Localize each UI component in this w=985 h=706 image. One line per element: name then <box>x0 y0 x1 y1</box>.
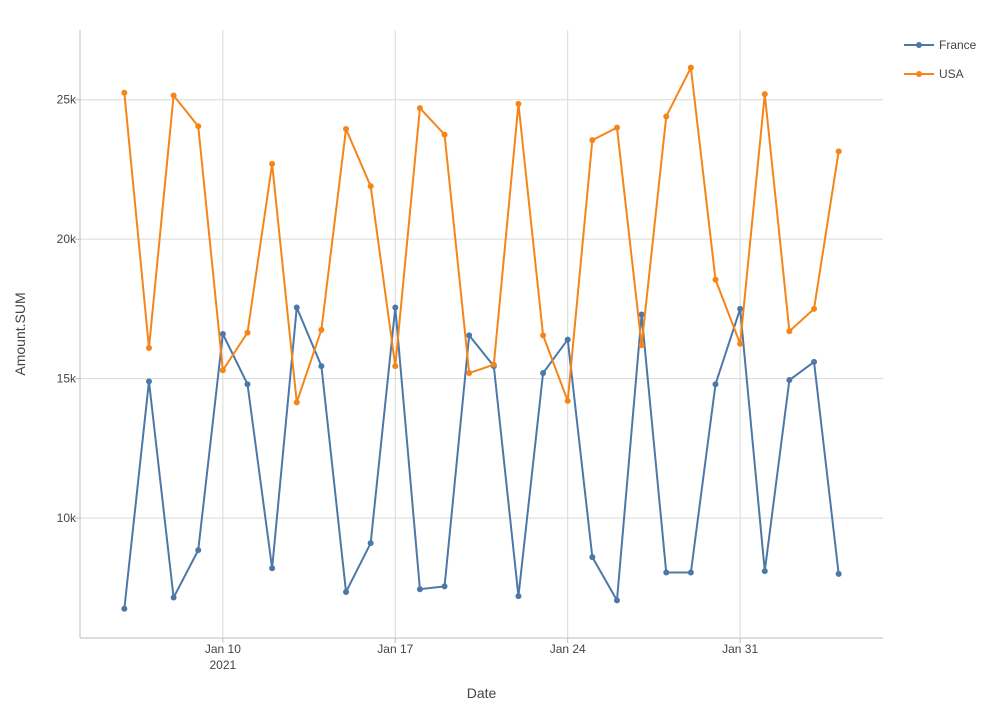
legend[interactable]: France USA <box>904 38 977 81</box>
y-tick-label: 10k <box>57 511 77 525</box>
x-tick-sublabel: 2021 <box>210 658 237 672</box>
tick-labels: 10k 15k 20k 25k Jan 10 2021 Jan 17 Jan 24 Jan 31 <box>57 93 759 672</box>
data-point-usa[interactable] <box>761 91 768 98</box>
data-point-usa[interactable] <box>170 92 177 99</box>
x-tick-label: Jan 17 <box>377 642 413 656</box>
x-axis-title: Date <box>467 685 497 701</box>
data-point-usa[interactable] <box>515 100 522 107</box>
data-point-usa[interactable] <box>663 113 670 120</box>
data-point-france[interactable] <box>244 381 251 388</box>
data-point-france[interactable] <box>835 570 842 577</box>
series-usa <box>121 64 842 406</box>
data-point-usa[interactable] <box>145 344 152 351</box>
data-point-usa[interactable] <box>490 361 497 368</box>
series-line-france <box>123 306 840 609</box>
data-point-usa[interactable] <box>441 131 448 138</box>
data-point-france[interactable] <box>367 540 374 547</box>
series-line-usa <box>123 66 840 404</box>
data-point-usa[interactable] <box>392 363 399 370</box>
data-point-france[interactable] <box>737 305 744 312</box>
data-point-france[interactable] <box>712 381 719 388</box>
x-tick-label: Jan 24 <box>550 642 586 656</box>
data-point-usa[interactable] <box>416 105 423 112</box>
legend-swatch-marker <box>916 71 922 77</box>
data-point-france[interactable] <box>170 594 177 601</box>
data-point-france[interactable] <box>466 332 473 339</box>
data-point-usa[interactable] <box>737 340 744 347</box>
data-point-france[interactable] <box>392 304 399 311</box>
y-axis-title: Amount.SUM <box>12 292 28 375</box>
data-point-france[interactable] <box>219 331 226 337</box>
x-tick-label: Jan 10 <box>205 642 241 656</box>
data-point-france[interactable] <box>761 568 768 575</box>
data-point-france[interactable] <box>318 363 325 370</box>
y-tick-label: 20k <box>57 232 77 246</box>
data-point-france[interactable] <box>145 378 152 385</box>
data-point-france[interactable] <box>638 311 645 318</box>
legend-item-france[interactable]: France <box>904 38 977 52</box>
data-point-usa[interactable] <box>293 399 300 406</box>
legend-item-usa[interactable]: USA <box>904 67 964 81</box>
data-point-usa[interactable] <box>589 137 596 144</box>
axes <box>75 30 883 643</box>
data-point-france[interactable] <box>441 583 448 590</box>
data-point-france[interactable] <box>416 586 423 593</box>
data-point-france[interactable] <box>613 597 620 604</box>
data-point-usa[interactable] <box>269 160 276 167</box>
data-point-usa[interactable] <box>687 64 694 71</box>
data-point-usa[interactable] <box>121 89 128 96</box>
data-point-france[interactable] <box>293 304 300 311</box>
legend-label: France <box>939 38 977 52</box>
data-point-france[interactable] <box>589 554 596 561</box>
data-point-usa[interactable] <box>811 305 818 312</box>
data-point-usa[interactable] <box>367 183 374 190</box>
data-point-usa[interactable] <box>318 326 325 333</box>
data-point-usa[interactable] <box>466 370 473 377</box>
y-tick-label: 15k <box>57 372 77 386</box>
data-point-france[interactable] <box>687 569 694 576</box>
legend-label: USA <box>939 67 964 81</box>
series-france <box>121 304 842 612</box>
data-point-france[interactable] <box>269 565 276 572</box>
data-point-usa[interactable] <box>835 148 842 155</box>
data-point-usa[interactable] <box>712 276 719 283</box>
data-point-usa[interactable] <box>638 342 645 349</box>
x-tick-label: Jan 31 <box>722 642 758 656</box>
data-point-usa[interactable] <box>786 328 793 335</box>
data-point-usa[interactable] <box>540 332 547 339</box>
legend-swatch-marker <box>916 42 922 48</box>
data-point-usa[interactable] <box>613 124 620 131</box>
data-point-france[interactable] <box>811 358 818 365</box>
data-point-france[interactable] <box>540 370 547 377</box>
data-point-france[interactable] <box>343 588 350 595</box>
y-tick-label: 25k <box>57 93 77 107</box>
data-point-france[interactable] <box>121 605 128 612</box>
data-point-usa[interactable] <box>343 126 350 133</box>
data-point-france[interactable] <box>564 336 571 343</box>
series-group <box>121 64 842 612</box>
data-point-france[interactable] <box>786 377 793 384</box>
data-point-usa[interactable] <box>564 397 571 404</box>
data-point-france[interactable] <box>195 547 202 554</box>
data-point-france[interactable] <box>515 593 522 600</box>
data-point-france[interactable] <box>663 569 670 576</box>
data-point-usa[interactable] <box>244 329 251 336</box>
data-point-usa[interactable] <box>195 123 202 130</box>
data-point-usa[interactable] <box>219 367 226 374</box>
